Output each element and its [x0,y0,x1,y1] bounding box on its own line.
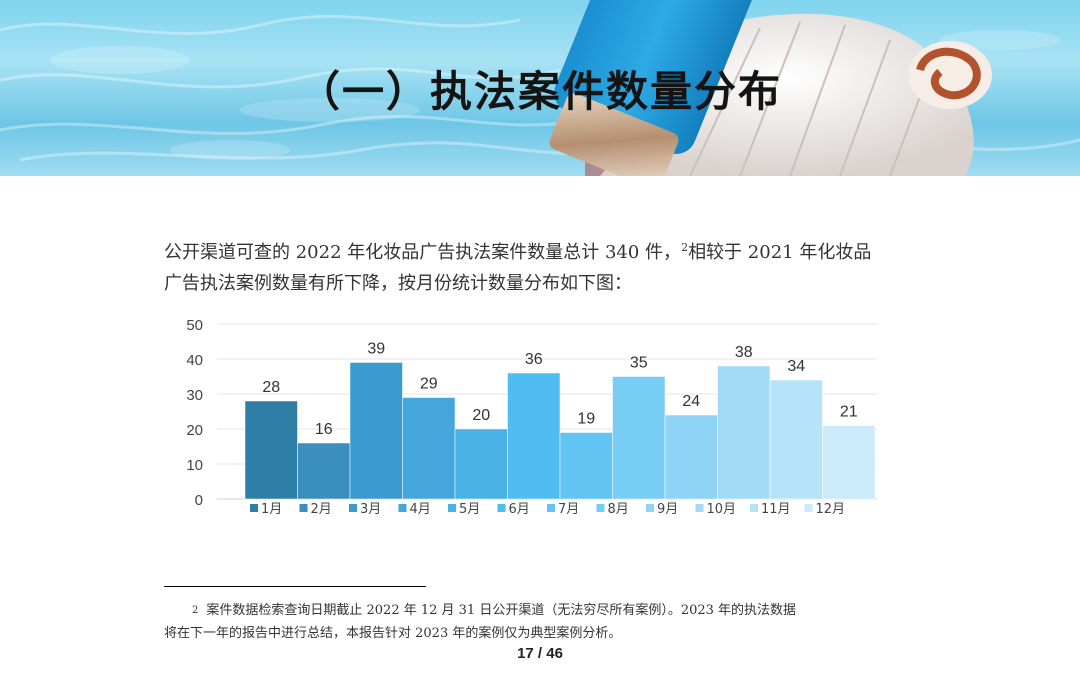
bar [559,432,613,500]
legend-swatch [349,504,357,512]
bar [507,372,561,500]
paragraph-line1-start: 公开渠道可查的 2022 年化妆品广告执法案件数量总计 340 件， [164,242,682,263]
footnote-line2: 将在下一年的报告中进行总结，本报告针对 2023 年的案例仅为典型案例分析。 [164,626,622,641]
legend-label: 5月 [459,502,480,517]
data-label: 36 [525,351,543,368]
monthly-cases-bar-chart: 0 10 20 30 40 50 28 16 39 29 20 36 19 35 24 38 34 21 1月 2月 3… [186,317,877,517]
y-tick-label: 50 [186,317,203,334]
legend-label: 2月 [311,502,332,517]
legend-swatch [398,504,407,512]
bar [822,425,876,500]
data-label: 16 [315,421,333,438]
legend-swatch [695,504,704,512]
data-label: 39 [367,341,385,358]
bar [612,376,666,500]
bar [664,414,718,500]
data-label: 38 [735,344,753,361]
footnote-divider [164,586,426,587]
legend-swatch [497,504,506,512]
legend-swatch [804,504,813,512]
legend-swatch [250,504,258,512]
data-label: 34 [787,358,805,375]
bar [769,379,823,500]
legend-swatch [547,504,555,512]
section-title: （一）执法案件数量分布 [297,67,782,116]
paragraph-line1-end: 相较于 2021 年化妆品 [688,242,872,263]
legend-label: 6月 [509,502,530,517]
data-label: 21 [840,404,858,421]
bar [454,428,508,500]
legend-label: 10月 [707,502,737,517]
banner-background-art [0,0,1080,176]
y-tick-label: 0 [195,492,203,509]
data-label: 35 [630,355,648,372]
legend-label: 8月 [608,502,629,517]
legend-label: 11月 [761,502,791,517]
footnote-mark: 2 [192,605,199,616]
data-label: 29 [420,376,438,393]
header-banner: （一）执法案件数量分布 [0,0,1080,176]
bar [297,442,351,500]
legend-swatch [299,504,308,512]
legend-label: 1月 [261,502,282,517]
y-tick-label: 30 [186,387,203,404]
y-tick-label: 40 [186,352,203,369]
legend-swatch [448,504,456,512]
bar [717,365,771,500]
y-tick-label: 10 [186,457,203,474]
legend-label: 3月 [360,502,381,517]
footnote: 2 案件数据检索查询日期截止 2022 年 12 月 31 日公开渠道（无法穷尽所… [164,599,924,645]
legend-swatch [646,504,654,512]
data-label: 28 [262,379,280,396]
legend-swatch [596,504,605,512]
footnote-ref[interactable]: 2 [681,241,689,254]
legend-label: 4月 [410,502,431,517]
footnote-line1: 案件数据检索查询日期截止 2022 年 12 月 31 日公开渠道（无法穷尽所有… [206,603,797,618]
data-label: 19 [577,411,595,428]
page-number: 17 / 46 [517,645,563,662]
bar [244,400,298,500]
legend-label: 12月 [816,502,846,517]
bar [402,397,456,500]
y-tick-label: 20 [186,422,203,439]
legend-swatch [750,504,758,512]
legend-label: 7月 [558,502,579,517]
legend-label: 9月 [657,502,678,517]
bar [349,362,403,500]
summary-paragraph: 公开渠道可查的 2022 年化妆品广告执法案件数量总计 340 件，2相较于 2… [164,232,924,299]
data-label: 20 [472,407,490,424]
data-label: 24 [682,393,700,410]
paragraph-line2: 广告执法案例数量有所下降，按月份统计数量分布如下图： [164,273,632,294]
